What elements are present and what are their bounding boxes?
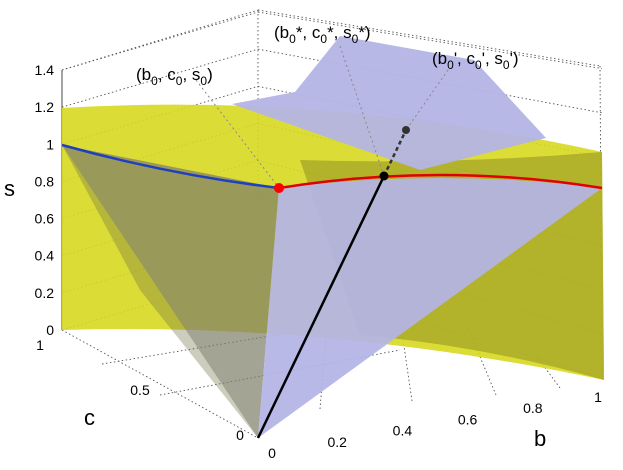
- lavender-plane-top: [232, 36, 546, 170]
- z-tick-label: 0.8: [35, 173, 55, 189]
- blue-curve: [61, 143, 280, 190]
- x-tick-label: 0.2: [327, 434, 347, 450]
- leader-lines: [195, 45, 449, 189]
- y-tick-label: 0.5: [130, 382, 150, 398]
- z-tick-label: 1.2: [35, 99, 55, 115]
- leader-line-pprime: [405, 69, 449, 131]
- points: [274, 126, 410, 193]
- y-tick-label: 0: [236, 427, 244, 443]
- z-tick-label: 0.6: [35, 211, 55, 227]
- point-p0: [274, 183, 284, 193]
- z-tick-label: 0: [46, 322, 54, 338]
- red-curve: [278, 173, 603, 190]
- x-axis-label: b: [534, 426, 546, 451]
- lavender-plane: [258, 178, 602, 438]
- annotation-p0: (b0, c0, s0): [136, 65, 213, 88]
- point-pstar: [379, 171, 389, 181]
- z-grid-line: [61, 11, 259, 71]
- x-tick-label: 0.8: [523, 400, 543, 416]
- grid-line: [159, 349, 401, 396]
- dashed-extension: [382, 129, 408, 177]
- annotation-pprime: (b0', c0', s0'): [432, 49, 519, 72]
- x-tick-label: 0.4: [393, 423, 413, 439]
- grey-plane: [62, 145, 279, 438]
- y-tick-label: 1: [36, 337, 44, 353]
- grid-line: [257, 9, 601, 67]
- point-pprime: [402, 126, 410, 134]
- grey-plane-shade: [62, 145, 279, 438]
- annotation-pstar: (b0*, c0*, s0*): [274, 23, 371, 46]
- z-tick-label: 0.4: [35, 248, 55, 264]
- curves: [61, 129, 603, 439]
- surfaces: [62, 36, 604, 438]
- black-ray: [256, 175, 386, 439]
- grid-line: [61, 9, 259, 71]
- x-tick-label: 0.6: [458, 411, 478, 427]
- x-tick-label: 0: [268, 445, 276, 461]
- z-tick-label: 1.4: [35, 62, 55, 78]
- x-tick-label: 1: [594, 389, 602, 405]
- grid-line: [61, 329, 259, 439]
- z-axis-label: s: [4, 176, 15, 201]
- z-tick-label: 1: [46, 136, 54, 152]
- y-axis-label: c: [84, 405, 95, 430]
- z-tick-label: 0.2: [35, 285, 55, 301]
